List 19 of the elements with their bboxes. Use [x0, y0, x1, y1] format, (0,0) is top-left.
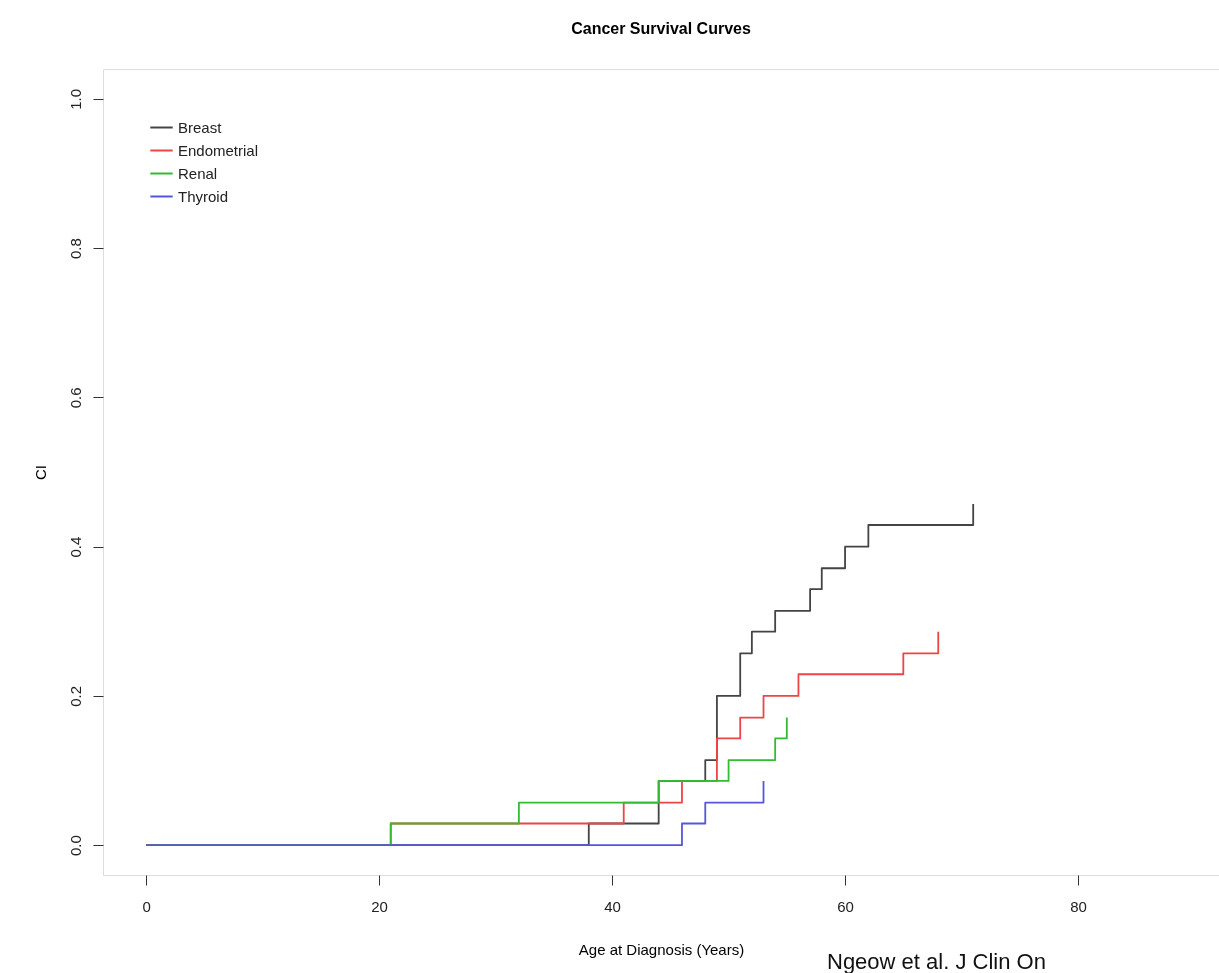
legend-label: Renal: [178, 164, 218, 182]
x-tick-label: 40: [604, 897, 621, 915]
x-tick-label: 0: [142, 897, 151, 915]
y-tick-label: 0.4: [66, 536, 84, 558]
x-tick-label: 60: [837, 897, 854, 915]
y-tick-label: 0.8: [66, 238, 84, 260]
x-tick-label: 20: [371, 897, 388, 915]
legend-label: Endometrial: [178, 141, 259, 159]
text: Ngeow et al. J Clin On: [827, 949, 1046, 973]
x-tick-label: 80: [1070, 897, 1087, 915]
legend-label: Thyroid: [178, 187, 229, 205]
y-axis-title: CI: [31, 465, 49, 480]
legend-label: Breast: [178, 118, 223, 136]
x-axis-title: Age at Diagnosis (Years): [578, 940, 745, 958]
chart-title: Cancer Survival Curves: [571, 20, 751, 37]
y-tick-label: 0.6: [66, 387, 84, 409]
y-tick-label: 1.0: [66, 88, 84, 110]
y-tick-label: 0.0: [66, 835, 84, 857]
y-tick-label: 0.2: [66, 685, 84, 707]
